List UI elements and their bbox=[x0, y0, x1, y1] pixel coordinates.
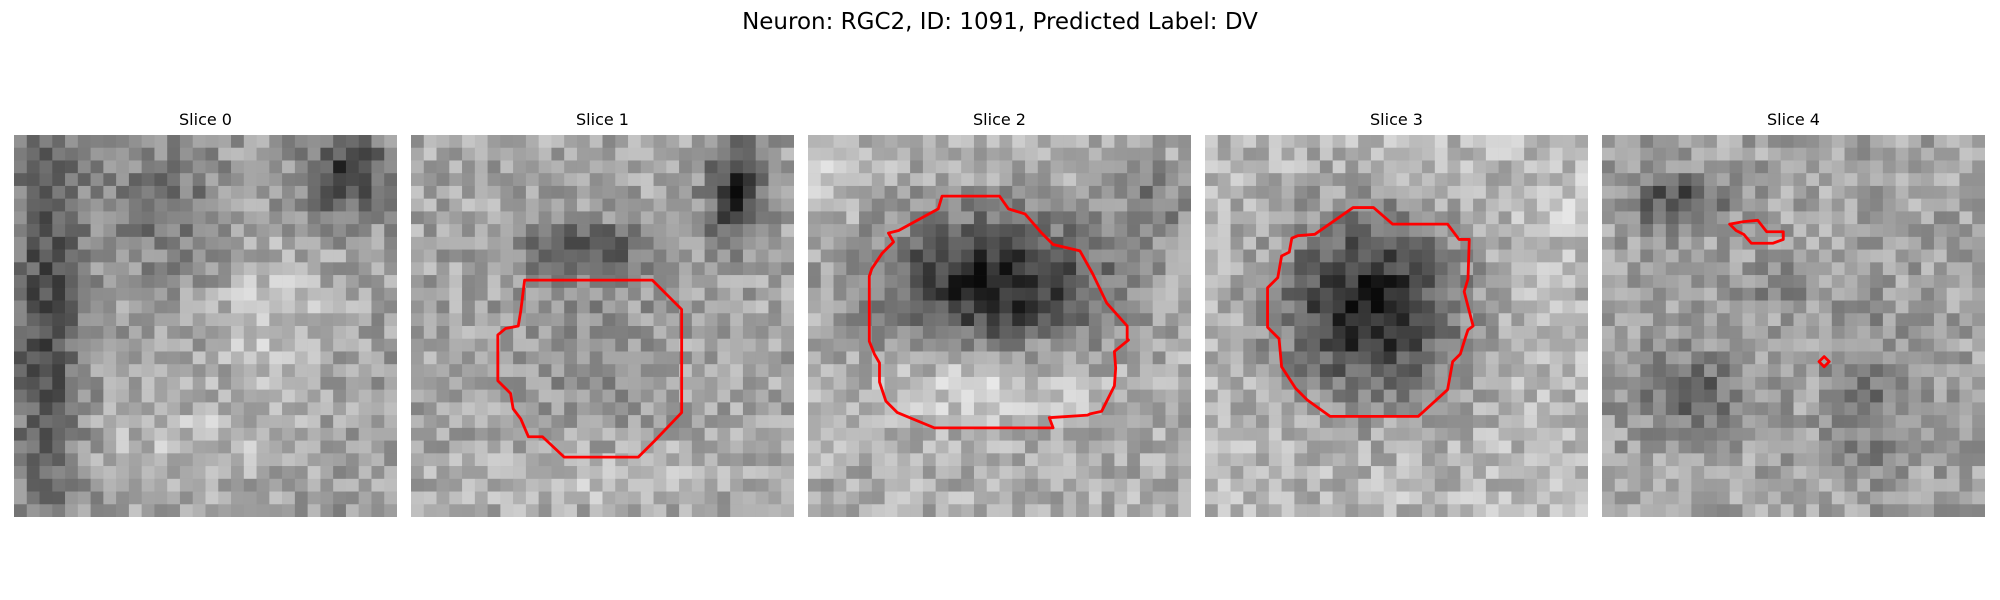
slice-0-image bbox=[14, 135, 397, 517]
slice-3-contour bbox=[1266, 206, 1475, 418]
slice-0-title: Slice 0 bbox=[179, 110, 232, 129]
slice-1-title: Slice 1 bbox=[576, 110, 629, 129]
slice-4-pixels bbox=[1602, 135, 1985, 517]
slice-4-image bbox=[1602, 135, 1985, 517]
slice-2-title: Slice 2 bbox=[973, 110, 1026, 129]
figure-title: Neuron: RGC2, ID: 1091, Predicted Label:… bbox=[742, 9, 1258, 35]
slice-0-pixels bbox=[14, 135, 397, 517]
slice-4-contour-lower bbox=[1817, 355, 1831, 369]
slice-2-pixels bbox=[808, 135, 1191, 517]
slice-2-contour bbox=[867, 194, 1130, 430]
slice-3-image bbox=[1205, 135, 1588, 517]
slice-2-image bbox=[808, 135, 1191, 517]
slice-1-image bbox=[411, 135, 794, 517]
slice-3-title: Slice 3 bbox=[1370, 110, 1423, 129]
slice-3-pixels bbox=[1205, 135, 1588, 517]
slice-4-title: Slice 4 bbox=[1767, 110, 1820, 129]
slice-4-contour-upper bbox=[1728, 218, 1785, 245]
slice-1-pixels bbox=[411, 135, 794, 517]
slice-1-contour bbox=[496, 278, 684, 459]
